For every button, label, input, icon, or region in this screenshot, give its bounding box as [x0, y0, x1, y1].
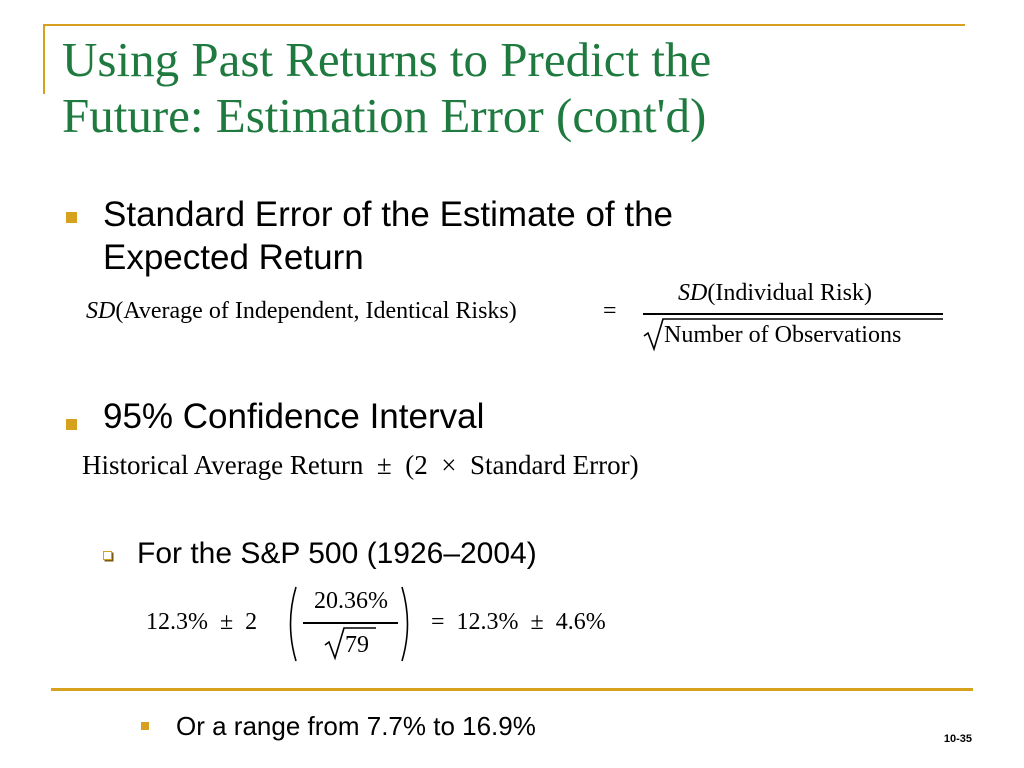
title-line-1: Using Past Returns to Predict the	[62, 32, 712, 87]
sqrt-sign-79	[324, 627, 376, 661]
frame-top-line	[43, 24, 965, 26]
lhs-text: (Average of Independent, Identical Risks…	[115, 298, 517, 324]
equation-standard-error-lhs: SD(Average of Independent, Identical Ris…	[86, 298, 517, 325]
bullet-confidence-interval: 95% Confidence Interval	[103, 397, 485, 436]
frame-bottom-line	[51, 688, 973, 691]
sub-sub-bullet-marker	[141, 722, 149, 730]
page-number: 10-35	[943, 733, 972, 745]
title-line-2: Future: Estimation Error (cont'd)	[62, 88, 707, 143]
sub-sub-bullet-range: Or a range from 7.7% to 16.9%	[176, 711, 536, 741]
sp500-numerator: 20.36%	[314, 588, 388, 614]
numerator-text: (Individual Risk)	[707, 280, 872, 306]
bullet-standard-error: Standard Error of the Estimate of the Ex…	[103, 193, 673, 279]
slide-title: Using Past Returns to Predict the Future…	[62, 32, 962, 144]
fraction-numerator: SD(Individual Risk)	[678, 280, 872, 307]
sub-bullet-marker	[103, 551, 112, 560]
bullet-marker	[66, 419, 77, 430]
sd-symbol: SD	[86, 298, 116, 324]
equation-sp500-right: = 12.3% ± 4.6%	[431, 609, 606, 635]
bullet-text-line-2: Expected Return	[103, 238, 364, 277]
equation-sp500-left: 12.3% ± 2	[146, 609, 258, 635]
bullet-marker	[66, 212, 77, 223]
sp500-fraction-bar	[303, 622, 398, 624]
sub-bullet-sp500: For the S&P 500 (1926–2004)	[137, 537, 537, 570]
fraction-bar	[643, 313, 943, 315]
bullet-text-line-1: Standard Error of the Estimate of the	[103, 195, 674, 234]
right-paren	[401, 586, 409, 662]
sp500-denominator: 79	[345, 632, 369, 658]
fraction-denominator: Number of Observations	[664, 322, 902, 348]
sqrt-sign	[643, 318, 943, 352]
frame-left-line	[43, 24, 45, 94]
equation-confidence-interval: Historical Average Return ± (2 × Standar…	[82, 450, 639, 480]
equals-sign: =	[603, 298, 617, 324]
left-paren	[289, 586, 297, 662]
sd-symbol-numerator: SD	[678, 280, 708, 306]
